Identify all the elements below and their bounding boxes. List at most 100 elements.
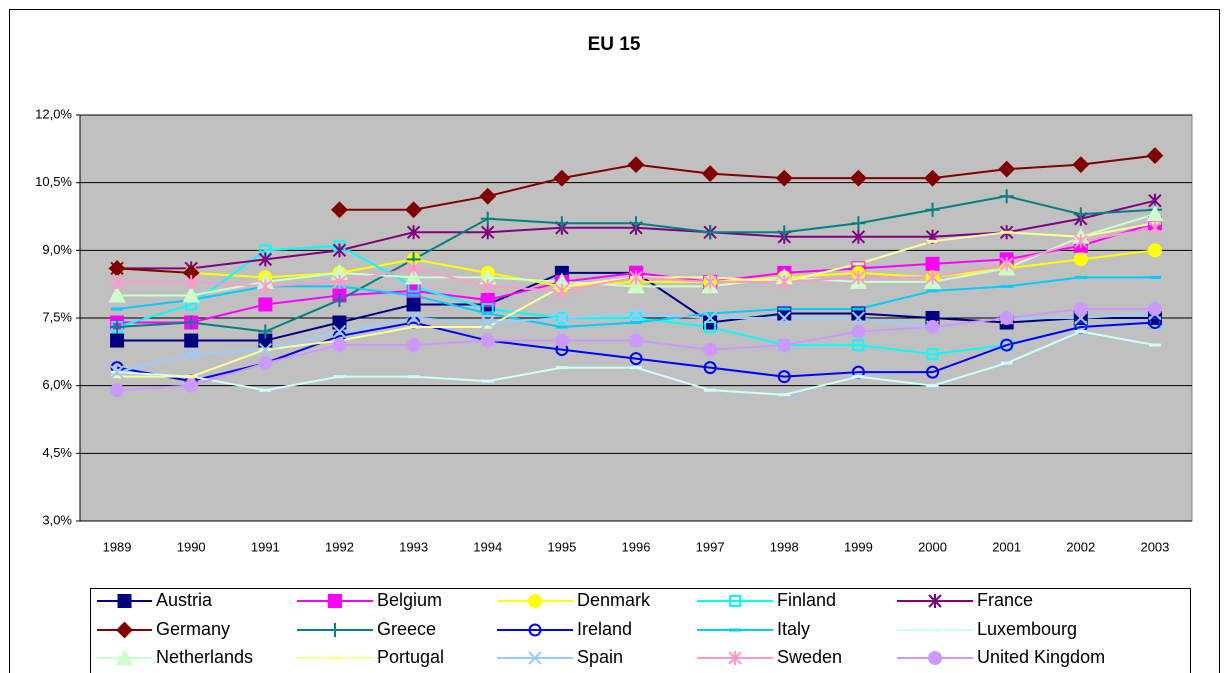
marker (627, 156, 645, 174)
marker (1146, 205, 1164, 222)
marker (528, 623, 542, 637)
marker (1074, 234, 1088, 249)
marker (528, 651, 542, 665)
marker (528, 594, 542, 608)
marker (406, 297, 421, 312)
marker (851, 311, 866, 325)
marker (775, 169, 793, 187)
legend-label: Finland (777, 590, 836, 610)
marker (925, 256, 940, 271)
marker (479, 187, 497, 205)
legend-box (90, 588, 1191, 673)
marker (108, 286, 126, 303)
marker (629, 216, 643, 231)
marker (331, 201, 348, 219)
marker (849, 169, 867, 187)
legend-label: Belgium (377, 590, 442, 610)
marker (998, 160, 1016, 178)
marker (1000, 338, 1014, 352)
legend-label: Portugal (377, 647, 444, 667)
marker (258, 252, 273, 267)
marker (110, 365, 124, 379)
x-tick-label: 1995 (547, 539, 576, 554)
x-tick-label: 2001 (992, 539, 1021, 554)
marker (629, 306, 643, 321)
marker (703, 225, 718, 240)
marker (703, 342, 718, 357)
marker (852, 339, 865, 352)
marker (928, 594, 942, 608)
marker (480, 333, 495, 348)
marker (928, 651, 942, 665)
marker (184, 274, 198, 289)
marker (555, 283, 569, 298)
marker (1148, 316, 1162, 330)
marker (629, 270, 643, 285)
x-tick-label: 1990 (177, 539, 206, 554)
legend-label: Netherlands (156, 647, 253, 667)
marker (701, 165, 719, 183)
x-tick-label: 1994 (473, 539, 502, 554)
marker (332, 324, 347, 339)
x-tick-label: 1993 (399, 539, 428, 554)
legend-label: Italy (777, 619, 810, 639)
marker (481, 225, 495, 240)
legend-label: Luxembourg (977, 619, 1077, 639)
x-tick-label: 1996 (622, 539, 651, 554)
marker (999, 311, 1014, 325)
series-markers (110, 220, 1162, 298)
marker (729, 595, 741, 607)
marker (480, 292, 495, 307)
marker (629, 333, 643, 348)
marker (728, 651, 742, 665)
marker (1073, 301, 1088, 316)
marker (258, 297, 273, 312)
marker (406, 225, 421, 240)
marker (258, 279, 273, 294)
marker (110, 333, 125, 348)
marker (555, 312, 568, 324)
marker (110, 274, 124, 289)
marker (926, 348, 939, 361)
legend-label: France (977, 590, 1033, 610)
marker (328, 594, 342, 608)
series-markers (110, 301, 1162, 398)
legend-label: Greece (377, 619, 436, 639)
marker (703, 274, 717, 289)
marker (480, 211, 495, 226)
series-line (116, 321, 1155, 383)
marker (554, 333, 569, 348)
marker (925, 202, 940, 217)
marker (328, 623, 342, 637)
legend-label: United Kingdom (977, 647, 1105, 667)
marker (110, 320, 125, 335)
marker (1073, 207, 1088, 222)
legend-label: Sweden (777, 647, 842, 667)
marker (406, 311, 421, 325)
marker (116, 621, 133, 639)
marker (332, 243, 347, 258)
marker (405, 201, 423, 219)
marker (404, 268, 423, 285)
y-tick-label: 6,0% (42, 377, 72, 392)
marker (555, 311, 569, 325)
marker (1146, 147, 1164, 165)
marker (924, 169, 941, 187)
marker (629, 352, 643, 366)
marker (332, 274, 347, 289)
marker (481, 279, 495, 294)
x-tick-label: 2000 (918, 539, 947, 554)
marker (627, 277, 645, 294)
marker (481, 315, 495, 330)
x-tick-label: 2002 (1066, 539, 1095, 554)
x-tick-label: 1999 (844, 539, 873, 554)
marker (926, 365, 940, 379)
y-tick-label: 7,5% (42, 309, 72, 324)
marker (184, 315, 199, 330)
series-line (116, 244, 1155, 356)
marker (777, 370, 791, 384)
marker (703, 361, 717, 375)
marker (553, 169, 571, 187)
marker (1073, 252, 1088, 267)
